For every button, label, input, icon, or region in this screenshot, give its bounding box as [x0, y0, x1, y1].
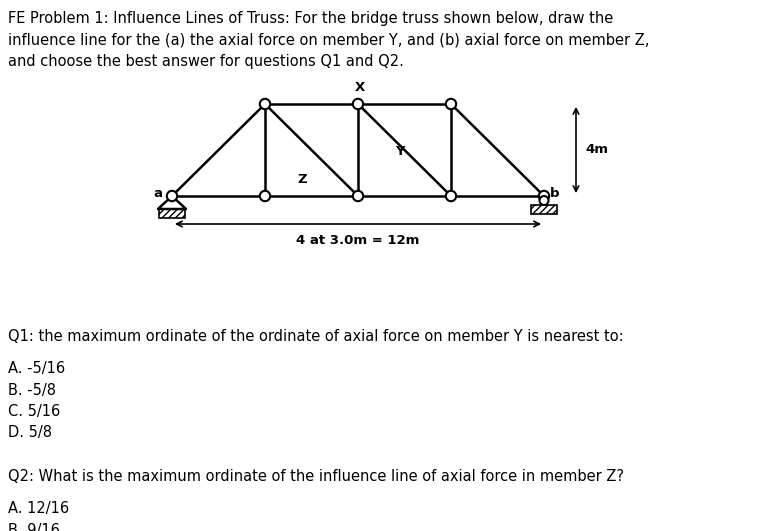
- Circle shape: [540, 196, 548, 205]
- Circle shape: [539, 191, 549, 201]
- Text: a: a: [153, 187, 162, 201]
- Text: Q1: the maximum ordinate of the ordinate of axial force on member Y is nearest t: Q1: the maximum ordinate of the ordinate…: [8, 329, 624, 344]
- Circle shape: [353, 99, 363, 109]
- Text: FE Problem 1: Influence Lines of Truss: For the bridge truss shown below, draw t: FE Problem 1: Influence Lines of Truss: …: [8, 11, 649, 69]
- Circle shape: [260, 99, 270, 109]
- Text: B. 9/16: B. 9/16: [8, 523, 60, 531]
- Circle shape: [260, 191, 270, 201]
- Text: 4 at 3.0m = 12m: 4 at 3.0m = 12m: [296, 234, 420, 247]
- Text: Y: Y: [395, 145, 405, 158]
- Bar: [531, 205, 557, 214]
- Text: A. -5/16: A. -5/16: [8, 361, 65, 376]
- Text: X: X: [355, 81, 365, 94]
- Text: Q2: What is the maximum ordinate of the influence line of axial force in member : Q2: What is the maximum ordinate of the …: [8, 469, 624, 484]
- Bar: [159, 209, 185, 218]
- Circle shape: [167, 191, 178, 201]
- Text: A. 12/16: A. 12/16: [8, 501, 69, 516]
- Circle shape: [353, 191, 363, 201]
- Text: D. 5/8: D. 5/8: [8, 425, 52, 441]
- Text: 4m: 4m: [585, 143, 608, 157]
- Circle shape: [445, 191, 456, 201]
- Text: C. 5/16: C. 5/16: [8, 404, 60, 419]
- Text: Z: Z: [297, 173, 307, 186]
- Text: b: b: [550, 187, 560, 201]
- Circle shape: [445, 99, 456, 109]
- Text: B. -5/8: B. -5/8: [8, 382, 56, 398]
